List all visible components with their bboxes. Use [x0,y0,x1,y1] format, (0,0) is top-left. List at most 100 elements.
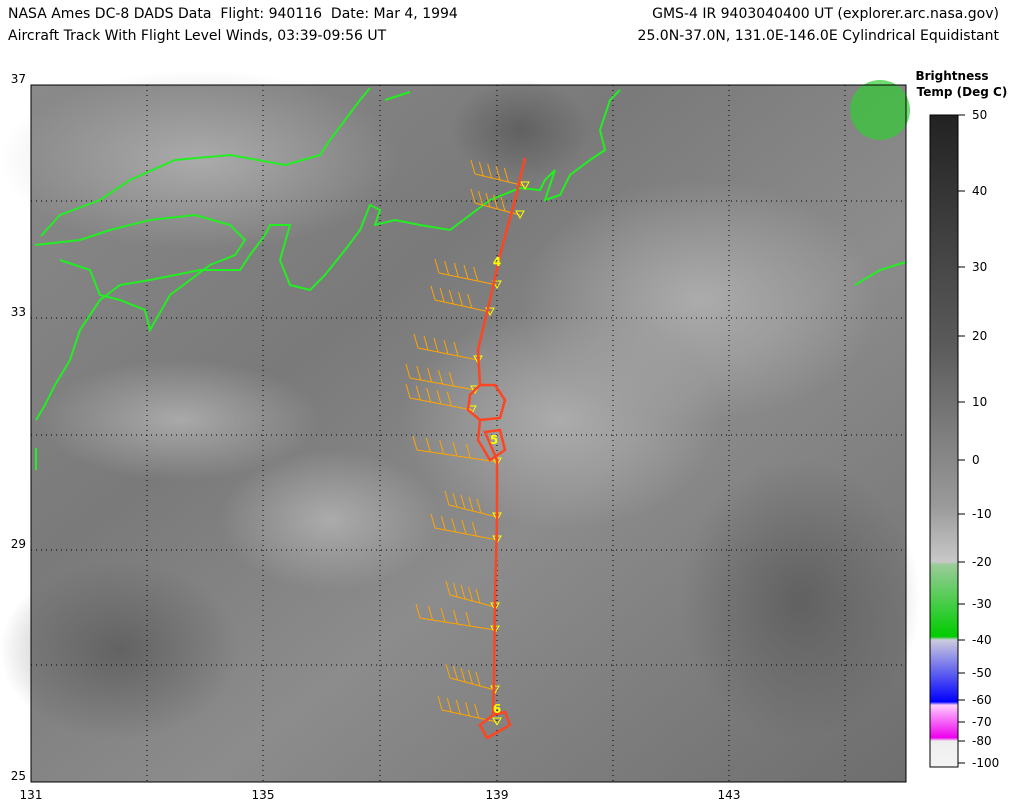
track-marker [520,181,530,191]
lon-label: 131 [20,788,43,802]
lon-label: 143 [718,788,741,802]
barb-feather [465,443,471,459]
barb-feather [444,260,450,276]
barb-feather [444,490,450,506]
barb-feather [413,333,419,349]
barb-feather [452,492,458,508]
barb-feather [485,192,491,208]
satellite-image [0,70,920,782]
barb-feather [412,435,418,451]
subtitle: GMS-4 IR 9403040400 UT (explorer.arc.nas… [652,6,999,22]
barb-feather [416,365,422,381]
barb-feather [465,611,471,627]
barb-feather [475,588,481,604]
track-marker [515,210,525,220]
barb-feather [471,521,477,537]
barb-feather [461,519,467,535]
flight-track [466,157,527,740]
track-marker [467,405,477,415]
barb-feather [493,194,498,210]
barb-feather [405,363,411,379]
barb-feather [446,391,452,407]
barb-feather [460,667,466,683]
barb-feather [453,341,459,357]
lat-label: 29 [11,537,26,551]
barb-feather [470,159,476,175]
track-label: 5 [490,433,498,447]
barb-feather [448,289,454,305]
barb-feather [478,161,484,177]
barb-feather [423,335,429,351]
colorbar-label: -40 [972,633,992,647]
colorbar-label: 40 [972,184,987,198]
graticule [31,85,906,782]
barb-feather [426,387,432,403]
lat-label: 25 [11,769,26,783]
lat-label: 37 [11,72,26,86]
barb-feather [455,699,461,715]
barb-feather [487,163,493,179]
barb-feather [478,190,483,206]
barb-feather [453,609,458,625]
colorbar-label: 30 [972,260,987,274]
barb-feather [428,605,433,621]
colorbar-label: -30 [972,597,992,611]
barb-feather [436,389,442,405]
barb-feather [468,586,473,602]
barb-feather [452,441,458,457]
barb-feather [439,439,445,455]
barb-feather [460,584,466,600]
colorbar-label: 50 [972,108,987,122]
track-label: 6 [493,702,501,716]
barb-feather [453,665,458,681]
colorbar-label: -60 [972,693,992,707]
barb-feather [437,695,443,711]
barb-feather [433,337,439,353]
barb-feather [503,167,509,183]
barb-feather [495,165,501,181]
barb-feather [430,513,436,529]
barb-feather [430,285,436,301]
colorbar-title: Brightness [915,69,988,83]
colorbar [929,114,959,768]
barb-feather [468,669,473,685]
barb-feather [467,293,473,309]
barb-feather [405,383,411,399]
barb-feather [443,339,449,355]
barb-feather [415,385,421,401]
barb-feather [476,498,482,514]
barb-feather [451,517,457,533]
barb-feather [470,188,476,204]
subtitle: 25.0N-37.0N, 131.0E-146.0E Cylindrical E… [638,28,1000,44]
title: NASA Ames DC-8 DADS Data Flight: 940116 … [8,6,458,22]
barb-feather [453,262,459,278]
colorbar-label: 10 [972,395,987,409]
barb-feather [465,701,470,717]
title: Aircraft Track With Flight Level Winds, … [8,28,387,44]
colorbar-label: -70 [972,715,992,729]
barb-feather [473,266,479,282]
colorbar-label: -100 [972,756,999,770]
barb-feather [440,607,446,623]
barb-feather [474,703,480,719]
barb-feather [425,437,431,453]
track-marker [492,280,502,290]
barb-feather [434,258,440,274]
colorbar-label: -50 [972,666,992,680]
coastline [34,87,907,470]
barb-feather [440,515,446,531]
colorbar-label: -10 [972,507,992,521]
barb-feather [500,196,506,212]
map-frame [30,84,907,783]
barb-feather [453,582,458,598]
colorbar-label: -80 [972,734,992,748]
barb-feather [460,494,466,510]
barb-feather [446,697,452,713]
track-label: 4 [493,255,501,269]
colorbar-title: Temp (Deg C) [917,85,1008,99]
lon-label: 135 [252,788,275,802]
barb-feather [439,287,445,303]
barb-feather [427,367,433,383]
barb-feather [458,291,463,307]
